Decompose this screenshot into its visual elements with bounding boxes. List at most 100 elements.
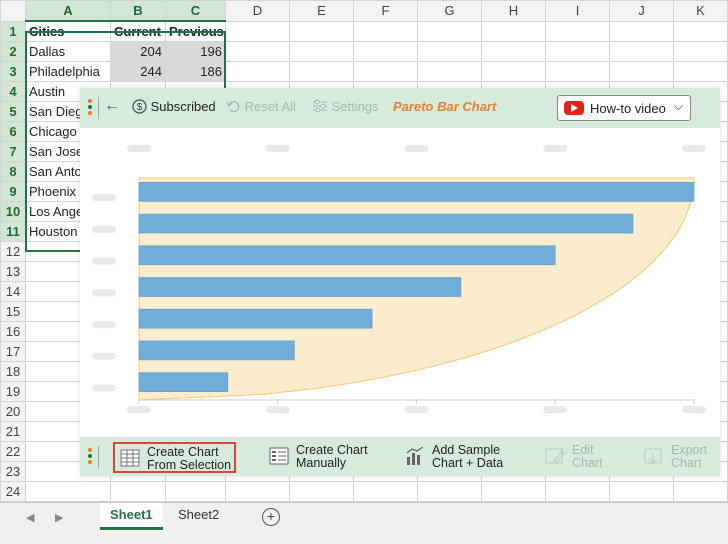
column-header-k[interactable]: K [673, 0, 728, 22]
cell[interactable] [289, 61, 354, 82]
cell[interactable] [289, 20, 354, 42]
cell[interactable] [417, 61, 482, 82]
row-header[interactable]: 24 [0, 481, 26, 502]
cell[interactable] [353, 61, 418, 82]
cell[interactable] [481, 481, 546, 502]
cell[interactable] [545, 61, 610, 82]
row-header[interactable]: 20 [0, 401, 26, 422]
column-header-f[interactable]: F [353, 0, 418, 22]
cell[interactable]: Cities [25, 20, 111, 42]
cell[interactable]: Previous [165, 20, 226, 42]
row-header[interactable]: 2 [0, 41, 26, 62]
row-header[interactable]: 7 [0, 141, 26, 162]
cell[interactable] [225, 481, 290, 502]
row-header[interactable]: 9 [0, 181, 26, 202]
row-header[interactable]: 21 [0, 421, 26, 442]
cell[interactable] [225, 41, 290, 62]
drag-handle-icon[interactable] [88, 99, 92, 117]
cell[interactable] [417, 481, 482, 502]
select-all-corner[interactable] [0, 0, 26, 22]
edit-chart-button[interactable]: Edit Chart [540, 442, 620, 473]
cell[interactable]: Current [110, 20, 166, 42]
row-header[interactable]: 1 [0, 20, 26, 42]
cell[interactable] [673, 20, 728, 42]
subscribed-button[interactable]: $ Subscribed [132, 99, 216, 114]
row-header[interactable]: 17 [0, 341, 26, 362]
cell[interactable]: 204 [110, 41, 166, 62]
row-header[interactable]: 12 [0, 241, 26, 262]
row-header[interactable]: 4 [0, 81, 26, 102]
cell[interactable]: 244 [110, 61, 166, 82]
cell[interactable]: 196 [165, 41, 226, 62]
export-chart-button[interactable]: Export Chart [639, 442, 719, 473]
create-chart-from-selection-button[interactable]: Create Chart From Selection [113, 442, 236, 473]
cell[interactable] [609, 20, 674, 42]
row-header[interactable]: 10 [0, 201, 26, 222]
row-header[interactable]: 15 [0, 301, 26, 322]
row-header[interactable]: 11 [0, 221, 26, 242]
cell[interactable]: 186 [165, 61, 226, 82]
cell[interactable] [25, 481, 111, 502]
cell[interactable] [609, 481, 674, 502]
howto-video-dropdown[interactable]: How-to video ⌵ [557, 95, 691, 121]
cell[interactable] [417, 41, 482, 62]
cell[interactable] [609, 61, 674, 82]
column-header-i[interactable]: I [545, 0, 610, 22]
add-sample-chart-button[interactable]: Add Sample Chart + Data [400, 442, 520, 473]
tab-sheet2[interactable]: Sheet2 [178, 507, 220, 522]
cell[interactable] [353, 20, 418, 42]
cell[interactable] [110, 481, 166, 502]
cell[interactable] [673, 61, 728, 82]
sheet-prev-arrow[interactable]: ◀ [26, 512, 35, 524]
cell[interactable] [673, 481, 728, 502]
cell[interactable] [673, 41, 728, 62]
row-header[interactable]: 16 [0, 321, 26, 342]
row-header[interactable]: 14 [0, 281, 26, 302]
export-chart-label: Export Chart [671, 443, 708, 470]
cell[interactable] [481, 61, 546, 82]
drag-handle-icon[interactable] [88, 448, 92, 466]
sheet-next-arrow[interactable]: ▶ [55, 512, 64, 524]
cell[interactable] [481, 41, 546, 62]
cell[interactable] [225, 20, 290, 42]
cell[interactable] [353, 41, 418, 62]
add-sheet-button[interactable]: + [262, 508, 280, 526]
cell[interactable] [609, 41, 674, 62]
column-header-b[interactable]: B [110, 0, 166, 22]
row-header[interactable]: 23 [0, 461, 26, 482]
cell[interactable] [545, 20, 610, 42]
cell[interactable]: Dallas [25, 41, 111, 62]
column-header-a[interactable]: A [25, 0, 111, 22]
column-header-c[interactable]: C [165, 0, 226, 22]
y-axis-label-placeholder [92, 321, 116, 329]
cell[interactable] [289, 481, 354, 502]
reset-all-button[interactable]: Reset All [226, 99, 296, 114]
cell[interactable] [545, 481, 610, 502]
settings-button[interactable]: Settings [312, 99, 379, 114]
cell[interactable] [545, 41, 610, 62]
column-header-j[interactable]: J [609, 0, 674, 22]
column-header-h[interactable]: H [481, 0, 546, 22]
column-header-e[interactable]: E [289, 0, 354, 22]
row-header[interactable]: 13 [0, 261, 26, 282]
cell[interactable] [353, 481, 418, 502]
row-header[interactable]: 19 [0, 381, 26, 402]
cell[interactable] [225, 61, 290, 82]
back-arrow-icon[interactable]: ← [104, 97, 120, 114]
cell[interactable]: Philadelphia [25, 61, 111, 82]
row-header[interactable]: 3 [0, 61, 26, 82]
row-header[interactable]: 18 [0, 361, 26, 382]
create-chart-manually-button[interactable]: Create Chart Manually [264, 442, 384, 473]
cell[interactable] [417, 20, 482, 42]
tab-sheet1[interactable]: Sheet1 [100, 503, 163, 530]
row-header[interactable]: 22 [0, 441, 26, 462]
cell[interactable] [481, 20, 546, 42]
column-header-g[interactable]: G [417, 0, 482, 22]
column-header-d[interactable]: D [225, 0, 290, 22]
row-header[interactable]: 6 [0, 121, 26, 142]
cell[interactable] [165, 481, 226, 502]
cell[interactable] [289, 41, 354, 62]
row-header[interactable]: 5 [0, 101, 26, 122]
row-header[interactable]: 8 [0, 161, 26, 182]
chart-bar [138, 372, 229, 392]
